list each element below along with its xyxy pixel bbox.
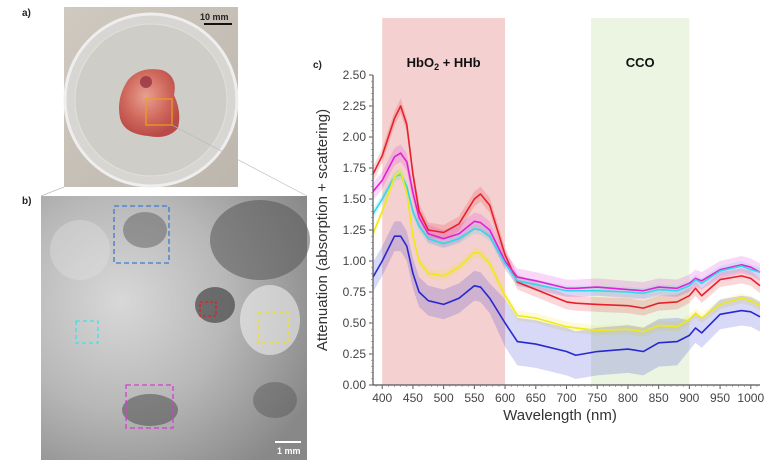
- tissue-sample: [119, 69, 180, 137]
- scale-bar-label-b: 1 mm: [277, 446, 301, 456]
- x-axis-title: Wavelength (nm): [503, 407, 617, 424]
- tissue-photo: 10 mm: [63, 7, 239, 188]
- y-tick-label: 1.75: [343, 161, 367, 175]
- x-tick-label: 700: [556, 391, 576, 405]
- panel-b-label: b): [22, 196, 31, 207]
- series-band-blue: [373, 221, 760, 380]
- x-tick-label: 400: [372, 391, 392, 405]
- x-tick-label: 900: [679, 391, 699, 405]
- region-label: CCO: [626, 55, 655, 70]
- x-tick-label: 500: [434, 391, 454, 405]
- panel-a-label: a): [22, 8, 31, 19]
- x-tick-label: 650: [526, 391, 546, 405]
- y-tick-label: 0.00: [343, 378, 367, 392]
- region-band: [382, 18, 506, 385]
- panel-c-label: c): [313, 60, 322, 71]
- roi-box-orange: [145, 98, 173, 126]
- y-tick-label: 2.00: [343, 130, 367, 144]
- series-line-yellow: [372, 170, 761, 333]
- roi-box-cyan: [75, 320, 99, 344]
- x-tick-label: 550: [464, 391, 484, 405]
- series-line-blue: [372, 235, 761, 357]
- y-axis-title: Attenuation (absorption + scattering): [314, 109, 331, 351]
- x-tick-label: 1000: [737, 391, 764, 405]
- x-tick-label: 800: [618, 391, 638, 405]
- microscopy-image: 1 mm: [41, 196, 310, 460]
- x-tick-label: 600: [495, 391, 515, 405]
- y-tick-label: 0.25: [343, 347, 367, 361]
- scale-bar-label-a: 10 mm: [200, 12, 229, 22]
- roi-box-red: [199, 301, 217, 317]
- region-band: [591, 18, 690, 385]
- y-tick-label: 0.50: [343, 316, 367, 330]
- attenuation-chart: HbO2 + HHb CCO 0.00 0.25 0.50 0.75 1.00 1.25 1.5…: [343, 18, 764, 405]
- zoom-line-right: [171, 124, 308, 197]
- y-tick-label: 1.50: [343, 192, 367, 206]
- x-tick-label: 750: [587, 391, 607, 405]
- y-tick-label: 1.00: [343, 254, 367, 268]
- y-tick-label: 2.50: [343, 68, 367, 82]
- x-tick-label: 950: [710, 391, 730, 405]
- roi-box-blue: [113, 205, 170, 264]
- zoom-line-left: [40, 186, 65, 197]
- y-tick-label: 0.75: [343, 285, 367, 299]
- x-tick-label: 450: [403, 391, 423, 405]
- region-label: HbO2 + HHb: [407, 55, 481, 72]
- roi-box-yellow: [257, 312, 290, 344]
- y-tick-label: 2.25: [343, 99, 367, 113]
- x-tick-label: 850: [649, 391, 669, 405]
- roi-box-magenta: [125, 384, 174, 429]
- y-tick-label: 1.25: [343, 223, 367, 237]
- series-line-cyan: [372, 173, 761, 295]
- series-line-magenta: [372, 152, 761, 292]
- series-line-red: [372, 105, 761, 309]
